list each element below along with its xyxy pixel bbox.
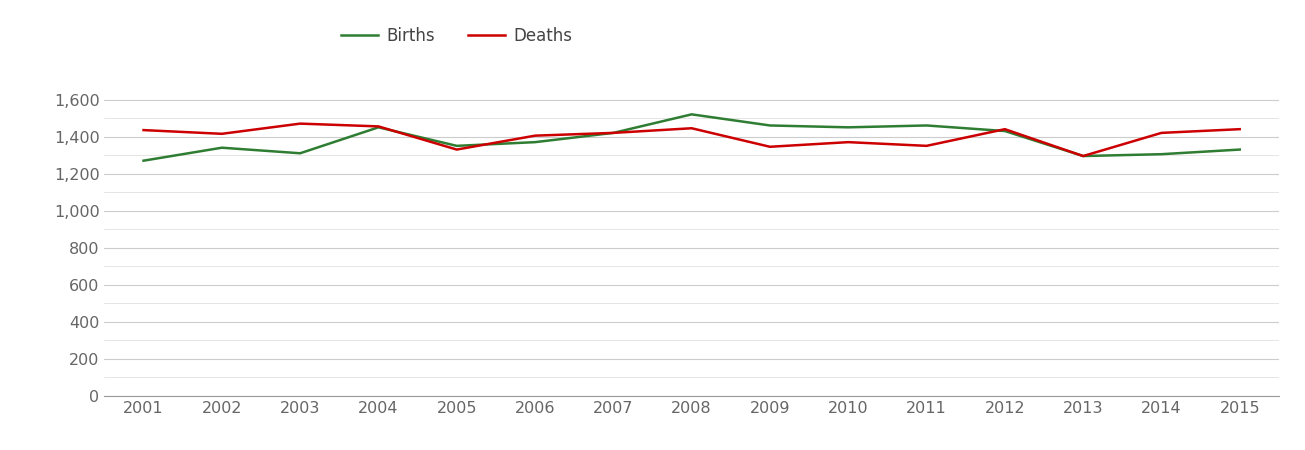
Births [136,158,151,163]
Births [840,125,856,130]
Births [1232,147,1248,152]
Births [1154,152,1169,157]
Deaths [292,121,308,126]
Deaths [214,131,230,136]
Births [1075,153,1091,159]
Deaths [1154,130,1169,135]
Deaths [136,127,151,133]
Legend: Births, Deaths: Births, Deaths [334,20,579,51]
Deaths [840,140,856,145]
Deaths [449,147,465,152]
Births [371,125,386,130]
Line: Births: Births [144,114,1240,161]
Births [997,128,1013,134]
Deaths [1075,153,1091,159]
Deaths [919,143,934,148]
Births [606,130,621,135]
Births [919,123,934,128]
Deaths [606,130,621,135]
Births [527,140,543,145]
Line: Deaths: Deaths [144,124,1240,156]
Deaths [762,144,778,149]
Births [292,151,308,156]
Births [762,123,778,128]
Births [449,143,465,148]
Births [214,145,230,150]
Births [684,112,699,117]
Deaths [684,126,699,131]
Deaths [371,124,386,129]
Deaths [1232,126,1248,132]
Deaths [997,126,1013,132]
Deaths [527,133,543,138]
